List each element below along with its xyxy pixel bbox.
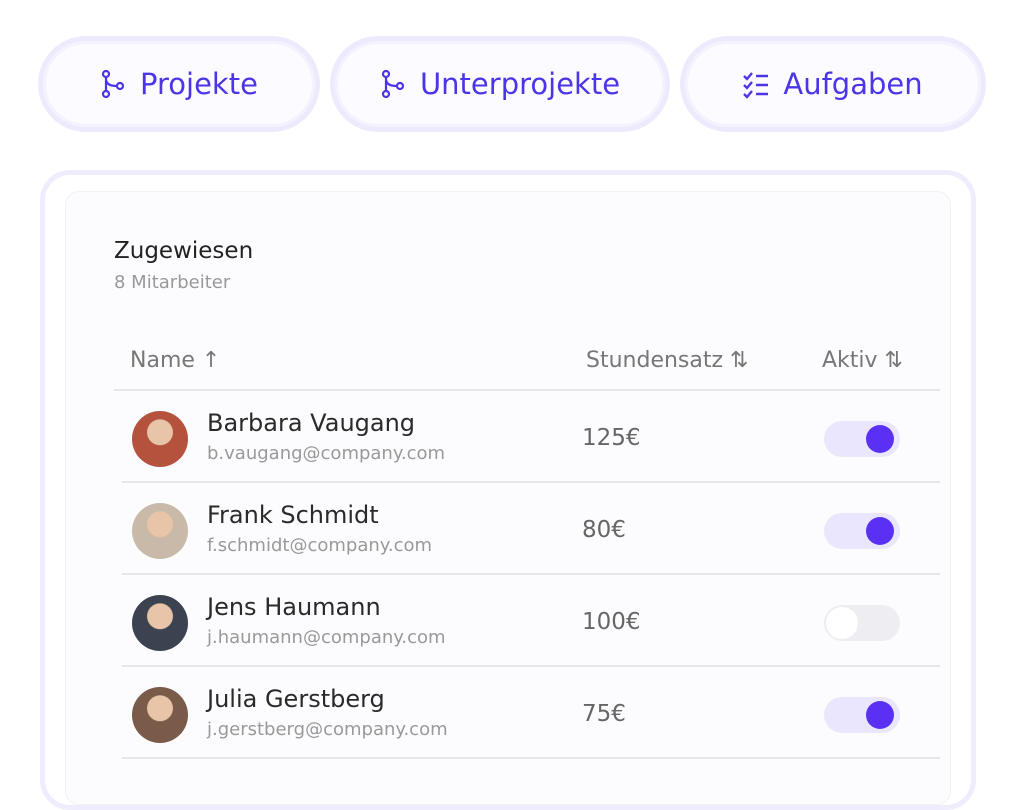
employee-name: Julia Gerstberg	[207, 685, 385, 713]
toggle-knob	[866, 425, 894, 453]
hourly-rate: 125€	[582, 425, 641, 451]
avatar	[132, 411, 188, 467]
employee-name: Frank Schmidt	[207, 501, 379, 529]
tab-projekte[interactable]: Projekte	[38, 36, 320, 132]
active-toggle[interactable]	[824, 605, 900, 641]
hourly-rate: 75€	[582, 701, 626, 727]
avatar	[132, 503, 188, 559]
active-toggle[interactable]	[824, 513, 900, 549]
table-row: Barbara Vaugang b.vaugang@company.com 12…	[122, 391, 940, 483]
toggle-knob	[866, 701, 894, 729]
column-header-active[interactable]: Aktiv ⇅	[822, 348, 903, 373]
hourly-rate: 80€	[582, 517, 626, 543]
active-toggle[interactable]	[824, 697, 900, 733]
tab-label: Unterprojekte	[419, 67, 621, 101]
column-header-name[interactable]: Name ↑	[130, 348, 221, 373]
branch-icon	[101, 69, 125, 99]
toggle-knob	[826, 607, 858, 639]
checklist-icon	[743, 72, 769, 99]
table-row: Julia Gerstberg j.gerstberg@company.com …	[122, 667, 940, 759]
tab-label: Projekte	[140, 67, 258, 101]
card-title: Zugewiesen	[114, 238, 254, 264]
tab-aufgaben[interactable]: Aufgaben	[680, 36, 986, 132]
employee-email: j.haumann@company.com	[207, 627, 446, 648]
employee-email: f.schmidt@company.com	[207, 535, 433, 556]
card-subtitle: 8 Mitarbeiter	[114, 272, 231, 293]
avatar	[132, 595, 188, 651]
hourly-rate: 100€	[582, 609, 641, 635]
assigned-card: Zugewiesen 8 Mitarbeiter Name ↑ Stundens…	[40, 170, 976, 810]
active-toggle[interactable]	[824, 421, 900, 457]
table-row: Jens Haumann j.haumann@company.com 100€	[122, 575, 940, 667]
branch-icon	[381, 69, 405, 99]
toggle-knob	[866, 517, 894, 545]
employee-name: Barbara Vaugang	[207, 409, 416, 437]
avatar	[132, 687, 188, 743]
employee-email: j.gerstberg@company.com	[207, 719, 448, 740]
tab-unterprojekte[interactable]: Unterprojekte	[330, 36, 670, 132]
tab-label: Aufgaben	[783, 67, 923, 101]
table-row: Frank Schmidt f.schmidt@company.com 80€	[122, 483, 940, 575]
employee-name: Jens Haumann	[207, 593, 381, 621]
employee-email: b.vaugang@company.com	[207, 443, 446, 464]
header-divider	[114, 389, 940, 391]
assigned-panel: Zugewiesen 8 Mitarbeiter Name ↑ Stundens…	[65, 191, 951, 805]
column-header-rate[interactable]: Stundensatz ⇅	[586, 348, 749, 373]
